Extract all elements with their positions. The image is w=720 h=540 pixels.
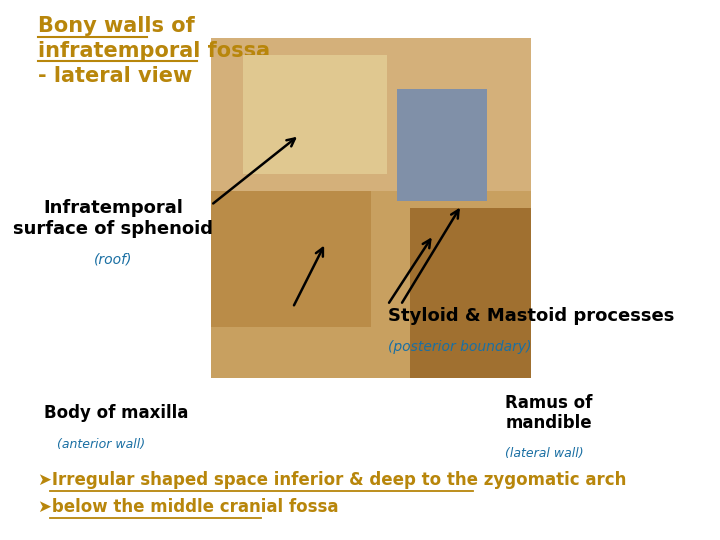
Text: (posterior boundary): (posterior boundary): [387, 340, 531, 354]
Text: Ramus of
mandible: Ramus of mandible: [505, 394, 593, 433]
FancyBboxPatch shape: [243, 55, 387, 174]
Text: ➤below the middle cranial fossa: ➤below the middle cranial fossa: [37, 498, 338, 516]
FancyBboxPatch shape: [211, 38, 531, 191]
FancyBboxPatch shape: [410, 208, 531, 378]
FancyBboxPatch shape: [397, 89, 487, 201]
FancyBboxPatch shape: [211, 38, 531, 378]
FancyBboxPatch shape: [211, 191, 372, 327]
Text: (anterior wall): (anterior wall): [58, 438, 145, 451]
Text: (roof): (roof): [94, 252, 132, 266]
Text: Body of maxilla: Body of maxilla: [45, 404, 189, 422]
Text: ➤Irregular shaped space inferior & deep to the zygomatic arch: ➤Irregular shaped space inferior & deep …: [37, 471, 626, 489]
Text: Styloid & Mastoid processes: Styloid & Mastoid processes: [387, 307, 674, 325]
Text: Bony walls of
infratemporal fossa
- lateral view: Bony walls of infratemporal fossa - late…: [37, 16, 270, 86]
Text: Infratemporal
surface of sphenoid: Infratemporal surface of sphenoid: [13, 199, 213, 238]
Text: (lateral wall): (lateral wall): [505, 447, 584, 460]
